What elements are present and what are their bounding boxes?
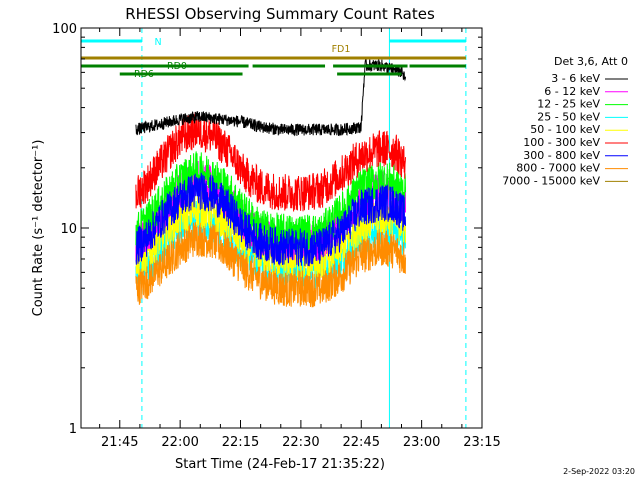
x-tick-label-1: 22:00 (161, 435, 198, 450)
series-line-7 (135, 221, 406, 308)
legend-header: Det 3,6, Att 0 (554, 55, 628, 68)
legend-label-4: 50 - 100 keV (530, 123, 600, 136)
x-tick-label-4: 22:45 (343, 435, 380, 450)
series-line-0 (135, 59, 406, 137)
legend-label-5: 100 - 300 keV (523, 136, 600, 149)
y-tick-label-1: 10 (60, 222, 77, 237)
flag-label-7: RD6 (134, 69, 154, 80)
x-tick-label-6: 23:15 (463, 435, 500, 450)
x-axis: 21:45 22:00 22:15 22:30 22:45 23:00 23:15 (99, 28, 501, 450)
date-stamp: 2-Sep-2022 03:20 (563, 467, 635, 476)
series-line-6 (135, 172, 406, 267)
legend-label-8: 7000 - 15000 keV (502, 174, 600, 187)
legend-label-3: 25 - 50 keV (537, 110, 600, 123)
plot-area: N FD1 RD0 RD6 (81, 28, 467, 428)
flag-label-0: N (154, 37, 161, 48)
y-axis: 1 10 100 (52, 22, 482, 437)
x-tick-label-2: 22:15 (222, 435, 259, 450)
x-tick-label-0: 21:45 (101, 435, 138, 450)
x-tick-label-5: 23:00 (403, 435, 440, 450)
legend-label-7: 800 - 7000 keV (516, 162, 600, 175)
flag-label-3: RD0 (167, 61, 187, 72)
series-line-2 (135, 151, 406, 252)
flag-label-2: FD1 (332, 44, 351, 55)
x-tick-label-3: 22:30 (282, 435, 319, 450)
series-line-5 (135, 111, 406, 212)
legend-label-2: 12 - 25 keV (537, 98, 600, 111)
y-axis-label: Count Rate (s⁻¹ detector⁻¹) (31, 140, 46, 317)
legend-label-1: 6 - 12 keV (544, 85, 600, 98)
chart-title: RHESSI Observing Summary Count Rates (125, 5, 435, 23)
legend-label-0: 3 - 6 keV (551, 72, 600, 85)
legend-label-6: 300 - 800 keV (523, 149, 600, 162)
y-tick-label-0: 1 (69, 422, 77, 437)
y-tick-label-2: 100 (52, 22, 77, 37)
x-axis-label: Start Time (24-Feb-17 21:35:22) (175, 457, 385, 472)
